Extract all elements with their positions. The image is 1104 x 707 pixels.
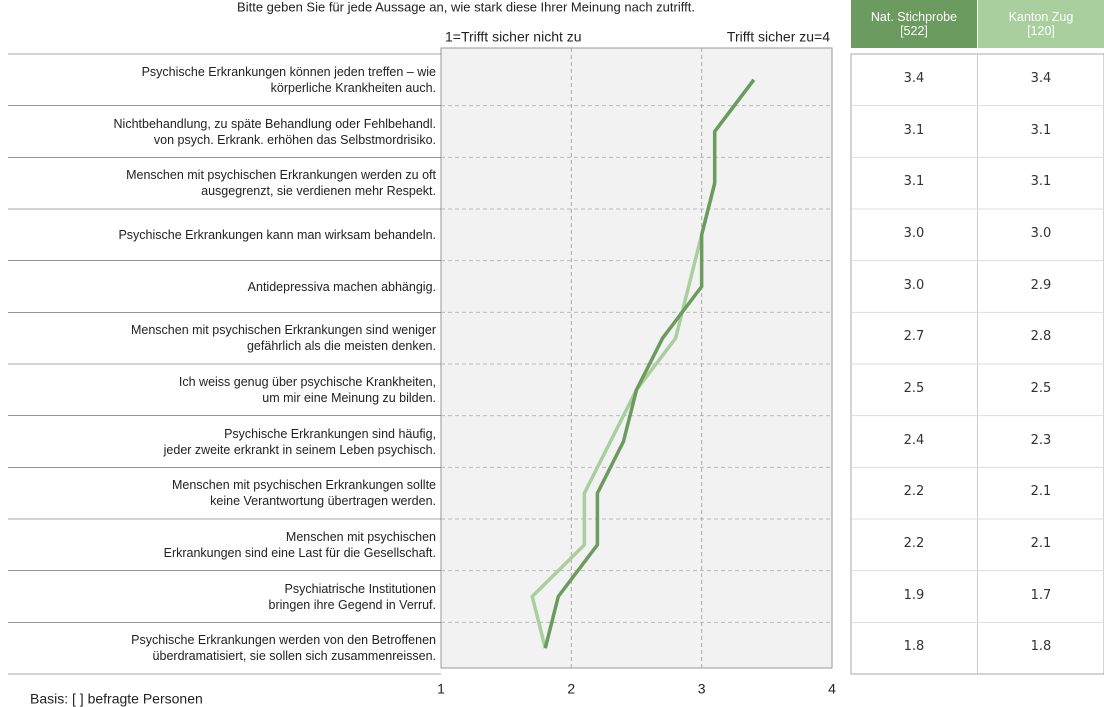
series-line — [543, 78, 756, 649]
table-cell: 2.5 — [903, 380, 925, 396]
scale-high-label: Trifft sicher zu=4 — [727, 29, 830, 45]
x-tick-label: 3 — [698, 681, 706, 697]
footnote: Basis: [ ] befragte Personen — [30, 691, 203, 707]
table-cell: 2.5 — [1030, 380, 1052, 396]
table-cell: 3.4 — [903, 70, 925, 86]
table-cell: 2.1 — [1030, 484, 1052, 500]
table-cell: 2.2 — [903, 535, 925, 551]
table-cell: 2.4 — [903, 432, 925, 448]
x-tick-label: 1 — [437, 681, 445, 697]
table-cell: 3.1 — [1030, 174, 1052, 190]
table-cell: 2.8 — [1030, 329, 1052, 345]
table-cell: 2.7 — [903, 329, 925, 345]
statement-label: Menschen mit psychischen Erkrankungen so… — [171, 478, 436, 509]
statement-label: Menschen mit psychischen Erkrankungen si… — [163, 529, 436, 560]
table-cell: 3.0 — [1030, 225, 1052, 241]
table-header: Nat. Stichprobe [522] — [851, 0, 977, 48]
table-header: Kanton Zug [120] — [978, 0, 1104, 48]
statement-label: Psychische Erkrankungen kann man wirksam… — [118, 227, 436, 242]
statement-label: Psychische Erkrankungen sind häufig, jed… — [163, 426, 436, 457]
statement-label: Ich weiss genug über psychische Krankhei… — [178, 374, 436, 405]
chart-title: Bitte geben Sie für jede Aussage an, wie… — [237, 0, 695, 14]
table-cell: 2.9 — [1030, 277, 1052, 293]
table-cell: 2.3 — [1030, 432, 1052, 448]
table-cell: 3.1 — [1030, 122, 1052, 138]
statement-label: Psychiatrische Institutionen bringen ihr… — [268, 581, 436, 612]
table-cell: 2.2 — [903, 484, 925, 500]
statement-label: Menschen mit psychischen Erkrankungen si… — [130, 323, 436, 354]
table-cell: 3.1 — [903, 174, 925, 190]
x-tick-label: 4 — [828, 681, 836, 697]
statement-label: Nichtbehandlung, zu späte Behandlung ode… — [113, 116, 436, 147]
table-cell: 3.0 — [903, 225, 925, 241]
statement-label: Antidepressiva machen abhängig. — [247, 279, 436, 294]
statement-label: Menschen mit psychischen Erkrankungen we… — [126, 168, 436, 199]
table-cell: 1.9 — [903, 587, 925, 603]
statement-label: Psychische Erkrankungen werden von den B… — [131, 633, 436, 664]
statement-label: Psychische Erkrankungen können jeden tre… — [141, 64, 436, 95]
table-cell: 2.1 — [1030, 535, 1052, 551]
table-cell: 1.8 — [903, 639, 925, 655]
plot-area — [440, 47, 833, 669]
table-cell: 3.4 — [1030, 70, 1052, 86]
table-cell: 3.1 — [903, 122, 925, 138]
table-cell: 1.8 — [1030, 639, 1052, 655]
table-cell: 1.7 — [1030, 587, 1052, 603]
table-cell: 3.0 — [903, 277, 925, 293]
scale-low-label: 1=Trifft sicher nicht zu — [445, 29, 582, 45]
x-tick-label: 2 — [567, 681, 575, 697]
